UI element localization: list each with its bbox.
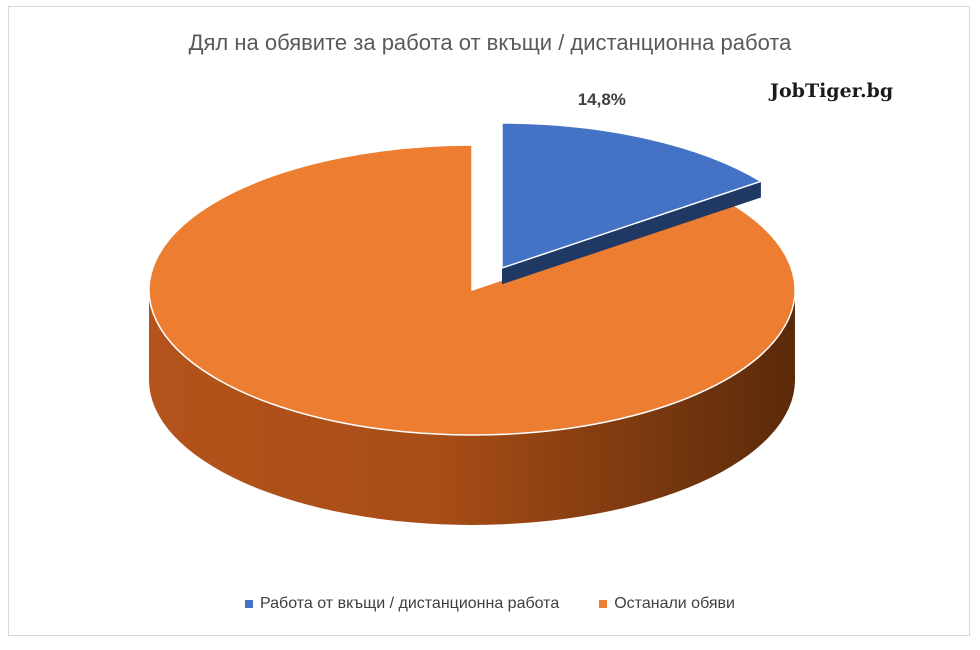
watermark-logo: JobTiger.bg: [770, 80, 894, 102]
legend-label-other: Останали обяви: [614, 595, 735, 612]
labels-layer: 14,8%: [578, 90, 626, 109]
pie-slice-top-1: [148, 144, 796, 436]
legend-swatch-remote: [245, 600, 253, 608]
pie-slice-side-1-0: [149, 290, 795, 525]
chart-title: Дял на обявите за работа от вкъщи / дист…: [188, 30, 792, 55]
pie-slice-top-0: [501, 122, 763, 270]
pie-slice-1: [148, 144, 796, 525]
data-label-0: 14,8%: [578, 90, 626, 109]
legend-swatch-other: [599, 600, 608, 608]
pie-slice-face-0: [502, 181, 761, 285]
legend-item-remote: Работа от вкъщи / дистанционна работа: [245, 595, 559, 613]
slices-layer: [148, 122, 796, 525]
pie-slice-0: [501, 122, 763, 285]
legend-item-other: Останали обяви: [599, 595, 735, 613]
chart-legend: Работа от вкъщи / дистанционна работа Ос…: [0, 595, 980, 613]
legend-label-remote: Работа от вкъщи / дистанционна работа: [260, 595, 560, 612]
